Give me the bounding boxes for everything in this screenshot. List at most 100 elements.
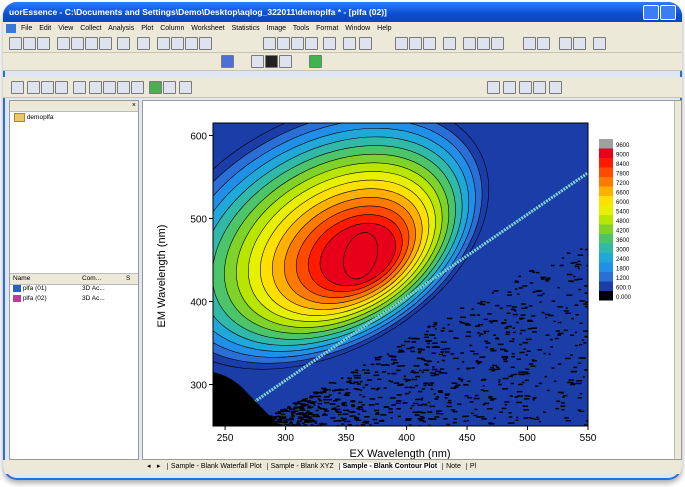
mask-icon[interactable] bbox=[409, 37, 422, 50]
print-icon[interactable] bbox=[117, 37, 130, 50]
legend-swatch bbox=[599, 281, 613, 291]
noise-speck bbox=[482, 378, 487, 381]
new-worksheet-icon[interactable] bbox=[23, 37, 36, 50]
legend-icon[interactable] bbox=[593, 37, 606, 50]
col-comment[interactable]: Com... bbox=[82, 275, 102, 282]
menu-view[interactable]: View bbox=[58, 25, 74, 32]
tab-note[interactable]: Note bbox=[442, 463, 464, 470]
noise-speck bbox=[370, 363, 375, 366]
tab-pl[interactable]: Pl bbox=[465, 463, 480, 470]
region-icon[interactable] bbox=[323, 37, 336, 50]
menu-format[interactable]: Format bbox=[316, 25, 339, 32]
table-icon[interactable] bbox=[423, 37, 436, 50]
menu-image[interactable]: Image bbox=[266, 25, 287, 32]
noise-speck bbox=[532, 360, 537, 362]
menu-collect[interactable]: Collect bbox=[80, 25, 102, 32]
noise-speck bbox=[565, 419, 572, 422]
list-item[interactable]: plfa (01) 3D Ac... bbox=[13, 285, 138, 294]
waterfall-icon[interactable] bbox=[309, 55, 322, 68]
color-fill-icon[interactable] bbox=[221, 55, 234, 68]
minimize-button[interactable] bbox=[643, 5, 659, 20]
menu-file[interactable]: File bbox=[20, 25, 33, 32]
maximize-button[interactable] bbox=[660, 5, 676, 20]
refresh-icon[interactable] bbox=[137, 37, 150, 50]
close-icon[interactable]: × bbox=[131, 102, 136, 109]
menu-column[interactable]: Column bbox=[160, 25, 185, 32]
molecule-icon[interactable] bbox=[179, 81, 192, 94]
axis2-icon[interactable] bbox=[573, 37, 586, 50]
noise-speck bbox=[347, 423, 352, 426]
collect-icon[interactable] bbox=[11, 81, 24, 94]
ex-icon[interactable] bbox=[103, 81, 116, 94]
text-tool-icon[interactable] bbox=[359, 37, 372, 50]
noise-speck bbox=[400, 350, 405, 353]
rescale-icon[interactable] bbox=[537, 37, 550, 50]
menu-edit[interactable]: Edit bbox=[39, 25, 52, 32]
col-name[interactable]: Name bbox=[13, 275, 31, 282]
vertical-scrollbar[interactable] bbox=[674, 101, 681, 459]
noise-speck bbox=[466, 331, 471, 333]
noise-speck bbox=[380, 419, 385, 422]
spectrum-icon[interactable] bbox=[117, 81, 130, 94]
noise-speck bbox=[471, 367, 475, 369]
noise-speck bbox=[317, 407, 322, 409]
axis-icon[interactable] bbox=[559, 37, 572, 50]
menu-tools[interactable]: Tools bbox=[292, 25, 310, 32]
abs-icon[interactable] bbox=[503, 81, 516, 94]
data-reader-icon[interactable] bbox=[305, 37, 318, 50]
noise-speck bbox=[432, 342, 438, 344]
save-icon[interactable] bbox=[85, 37, 98, 50]
merge-icon[interactable] bbox=[491, 37, 504, 50]
menu-plot[interactable]: Plot bbox=[141, 25, 154, 32]
nm-icon[interactable] bbox=[519, 81, 532, 94]
project-explorer-icon[interactable] bbox=[199, 37, 212, 50]
layer-icon[interactable] bbox=[157, 37, 170, 50]
blank-icon[interactable] bbox=[55, 81, 68, 94]
image-plot-icon[interactable] bbox=[279, 55, 292, 68]
app-window: uorEssence - C:\Documents and Settings\D… bbox=[3, 2, 682, 480]
peak-icon[interactable] bbox=[131, 81, 144, 94]
eem-icon[interactable] bbox=[149, 81, 162, 94]
noise-speck bbox=[353, 417, 360, 419]
qy-icon[interactable] bbox=[163, 81, 176, 94]
list-item[interactable]: plfa (02) 3D Ac... bbox=[13, 295, 138, 304]
graph-window-icon[interactable] bbox=[171, 37, 184, 50]
triangle-icon[interactable] bbox=[27, 81, 40, 94]
palette-icon[interactable] bbox=[549, 81, 562, 94]
open-icon[interactable] bbox=[57, 37, 70, 50]
menu-statistics[interactable]: Statistics bbox=[231, 25, 260, 32]
ri-icon[interactable] bbox=[487, 81, 500, 94]
contour-gray-icon[interactable] bbox=[265, 55, 278, 68]
box-chart-icon[interactable] bbox=[251, 55, 264, 68]
tab-waterfall[interactable]: Sample - Blank Waterfall Plot bbox=[166, 463, 265, 470]
tab-scroll-left-icon[interactable]: ◂ bbox=[147, 463, 151, 470]
open-template-icon[interactable] bbox=[71, 37, 84, 50]
menu-help[interactable]: Help bbox=[377, 25, 392, 32]
screen-reader-icon[interactable] bbox=[395, 37, 408, 50]
sample-icon[interactable] bbox=[41, 81, 54, 94]
layout-icon[interactable] bbox=[443, 37, 456, 50]
menu-analysis[interactable]: Analysis bbox=[108, 25, 135, 32]
new-project-icon[interactable] bbox=[9, 37, 22, 50]
contour-plot[interactable]: 250 300 350 400 450 500 550 300 400 500 600 EX Wa… bbox=[143, 101, 681, 459]
subtract-icon[interactable] bbox=[73, 81, 86, 94]
grid-icon[interactable] bbox=[477, 37, 490, 50]
save-template-icon[interactable] bbox=[99, 37, 112, 50]
menu-window[interactable]: Window bbox=[345, 25, 371, 32]
tree-item-root[interactable]: demoplfa bbox=[14, 113, 54, 122]
pointer-icon[interactable] bbox=[263, 37, 276, 50]
tab-contour[interactable]: Sample - Blank Contour Plot bbox=[338, 463, 441, 470]
tab-xyz[interactable]: Sample - Blank XYZ bbox=[266, 463, 337, 470]
results-icon[interactable] bbox=[185, 37, 198, 50]
col-s[interactable]: S bbox=[126, 275, 131, 282]
zoom-out-icon[interactable] bbox=[291, 37, 304, 50]
pd-icon[interactable] bbox=[533, 81, 546, 94]
draw-data-icon[interactable] bbox=[343, 37, 356, 50]
zoom-in-icon[interactable] bbox=[277, 37, 290, 50]
new-graph-icon[interactable] bbox=[37, 37, 50, 50]
tab-scroll-right-icon[interactable]: ▸ bbox=[156, 463, 161, 470]
em-icon[interactable] bbox=[89, 81, 102, 94]
scale-icon[interactable] bbox=[523, 37, 536, 50]
menu-worksheet[interactable]: Worksheet bbox=[191, 25, 225, 32]
arrange-icon[interactable] bbox=[463, 37, 476, 50]
